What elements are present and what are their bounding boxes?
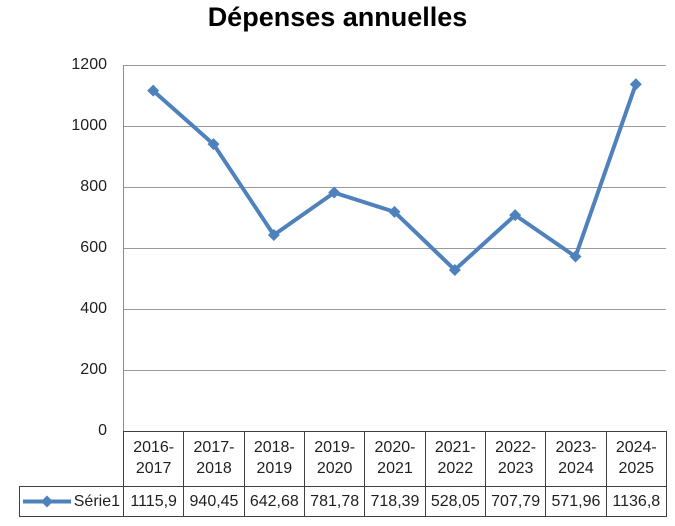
data-point-marker xyxy=(328,186,341,199)
data-point-marker xyxy=(448,263,461,276)
value-cell: 707,79 xyxy=(484,487,545,516)
y-axis-tick-label: 800 xyxy=(80,178,107,195)
plot-area xyxy=(123,65,666,431)
data-table: 2016- 2017 2017- 2018 2018- 2019 2019- 2020 2020… xyxy=(19,431,667,517)
value-cell: 781,78 xyxy=(303,487,364,516)
category-header-cell: 2019- 2020 xyxy=(303,432,364,486)
data-point-marker xyxy=(569,250,582,263)
y-axis-tick-label: 1200 xyxy=(71,56,107,73)
data-point-marker xyxy=(388,205,401,218)
data-point-marker xyxy=(207,138,220,151)
data-point-marker xyxy=(267,228,280,241)
y-axis-tick-label: 0 xyxy=(98,422,107,439)
data-point-marker xyxy=(147,84,160,97)
table-header-row: 2016- 2017 2017- 2018 2018- 2019 2019- 2020 2020… xyxy=(123,431,667,487)
table-value-row: 1115,9 940,45 642,68 781,78 718,39 528,05 707,… xyxy=(123,486,667,517)
value-cell: 528,05 xyxy=(424,487,485,516)
value-cell: 718,39 xyxy=(364,487,424,516)
data-point-marker xyxy=(629,78,642,91)
value-cell: 940,45 xyxy=(183,487,243,516)
y-axis-tick-label: 600 xyxy=(80,239,107,256)
category-header-cell: 2017- 2018 xyxy=(183,432,243,486)
legend-label: Série1 xyxy=(73,492,120,510)
value-cell: 1136,8 xyxy=(605,487,666,516)
y-axis-tick-label: 200 xyxy=(80,361,107,378)
legend: Série1 xyxy=(19,486,124,517)
category-header-cell: 2016- 2017 xyxy=(133,439,175,477)
value-cell: 1115,9 xyxy=(130,493,177,510)
category-header-cell: 2022- 2023 xyxy=(484,432,545,486)
value-cell: 571,96 xyxy=(545,487,605,516)
y-axis-tick-label: 400 xyxy=(80,300,107,317)
series-line xyxy=(151,83,638,272)
category-header-cell: 2018- 2019 xyxy=(243,432,304,486)
y-axis-tick-label: 1000 xyxy=(71,117,107,134)
series-line-icon xyxy=(22,495,71,508)
category-header-cell: 2024- 2025 xyxy=(605,432,666,486)
category-header-cell: 2021- 2022 xyxy=(424,432,485,486)
category-header-cell: 2020- 2021 xyxy=(364,432,424,486)
value-cell: 642,68 xyxy=(243,487,304,516)
chart-title: Dépenses annuelles xyxy=(207,2,468,32)
category-header-cell: 2023- 2024 xyxy=(545,432,605,486)
